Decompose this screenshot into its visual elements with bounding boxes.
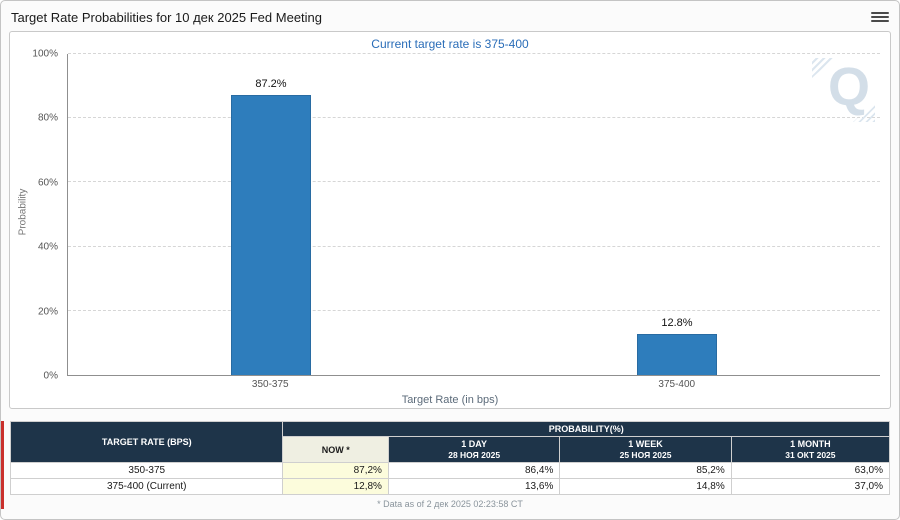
header-line: 1 MONTH [790,439,831,449]
bar-value-label: 12.8% [661,316,693,329]
rate-cell: 350-375 [9,462,284,479]
bar [637,333,717,375]
header-date: 25 НОЯ 2025 [619,450,672,460]
column-header-1-week: 1 WEEK 25 НОЯ 2025 [559,436,732,463]
y-axis-ticks: 0% 20% 40% 60% 80% 100% [10,49,62,382]
y-tick: 60% [37,177,58,189]
probability-table-section: TARGET RATE (BPS) PROBABILITY(%) NOW * 1… [1,421,899,509]
now-probability-cell: 12,8% [282,478,389,495]
column-header-1-day: 1 DAY 28 НОЯ 2025 [387,436,561,463]
gridline [68,245,880,247]
page-title: Target Rate Probabilities for 10 дек 202… [11,9,323,25]
probability-table: TARGET RATE (BPS) PROBABILITY(%) NOW * 1… [9,421,891,495]
header-line: 1 DAY [461,439,487,449]
week-probability-cell: 14,8% [559,478,732,495]
y-tick: 20% [37,306,58,318]
month-probability-cell: 37,0% [730,478,891,495]
gridline [68,53,880,54]
bar [231,95,311,375]
rate-cell: 375-400 (Current) [9,478,284,495]
header-line: NOW * [321,444,350,455]
watermark-q-glyph: Q [827,57,870,117]
x-axis-ticks: 350-375 375-400 [67,379,880,392]
header-date: 31 ОКТ 2025 [785,450,836,460]
y-tick: 40% [37,241,58,253]
bar-value-label: 87.2% [255,78,287,91]
bar-350-375[interactable]: 87.2% [231,78,311,375]
x-tick: 375-400 [658,379,696,390]
column-header-1-month: 1 MONTH 31 ОКТ 2025 [730,436,891,463]
header-date: 28 НОЯ 2025 [448,450,501,460]
header-line: 1 WEEK [628,439,663,449]
bar-375-400[interactable]: 12.8% [637,317,717,375]
header-probability-group: PROBABILITY(%) [282,421,890,437]
day-probability-cell: 86,4% [387,462,561,479]
day-probability-cell: 13,6% [387,478,561,495]
y-tick: 100% [32,48,58,60]
x-tick: 350-375 [251,379,289,390]
chart-subtitle: Current target rate is 375-400 [371,37,529,51]
title-bar: Target Rate Probabilities for 10 дек 202… [1,1,899,31]
gridline [68,309,880,311]
hamburger-menu-icon[interactable] [871,8,889,26]
gridline [68,181,880,183]
plot-area: Q 87.2% 12.8% [67,53,880,376]
column-header-now: NOW * [282,436,389,463]
data-as-of-note: * Data as of 2 дек 2025 02:23:58 CT [377,499,523,509]
week-probability-cell: 85,2% [559,462,732,479]
table-row-350-375: 350-375 87,2% 86,4% 85,2% 63,0% [9,462,891,479]
month-probability-cell: 63,0% [730,462,891,479]
hamburger-bar [871,12,889,14]
header-target-rate-bps: TARGET RATE (BPS) [9,421,284,463]
left-accent-strip [1,421,4,509]
x-axis-title: Target Rate (in bps) [401,394,499,406]
gridline [68,117,880,119]
quikstrike-logo-watermark: Q [812,57,875,122]
hamburger-bar [871,20,889,22]
hamburger-bar [871,16,889,18]
y-tick: 80% [37,112,58,124]
chart-panel: Current target rate is 375-400 Probabili… [9,31,891,409]
table-row-375-400-current: 375-400 (Current) 12,8% 13,6% 14,8% 37,0… [9,478,891,495]
now-probability-cell: 87,2% [282,462,389,479]
y-tick: 0% [43,370,58,382]
